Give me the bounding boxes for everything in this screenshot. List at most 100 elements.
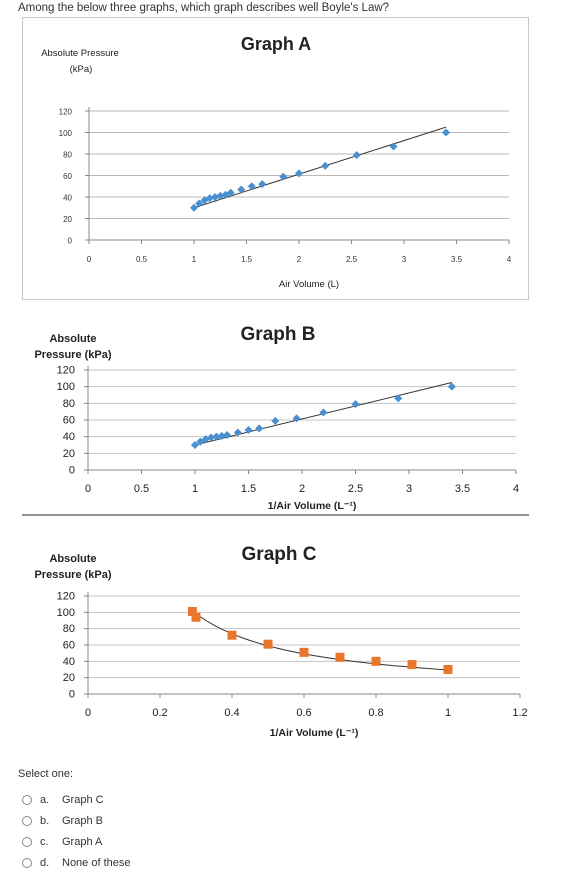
graph-b-data-point [319, 408, 328, 417]
graph-b-data-point [233, 428, 242, 437]
graph-b-xtick-label: 2 [299, 483, 305, 495]
question-text: Among the below three graphs, which grap… [18, 2, 390, 14]
graph-c-ytick-label: 60 [63, 640, 75, 652]
option-d-letter: d. [40, 856, 50, 869]
graph-b-data-point [223, 431, 232, 439]
option-d[interactable]: d. None of these [18, 852, 131, 873]
graph-a-xlabel: Air Volume (L) [279, 279, 339, 290]
graph-b-xtick-label: 2.5 [348, 483, 363, 495]
graph-a-data-point [258, 180, 267, 189]
graph-b-ytick-label: 120 [57, 365, 75, 377]
graph-b-title: Graph B [241, 324, 316, 345]
graph-c-ytick-label: 40 [63, 656, 75, 668]
graph-a-xtick-label: 0 [87, 255, 92, 264]
graph-a-ylabel-line-1: Absolute Pressure [41, 48, 119, 59]
graph-b-xtick-label: 0 [85, 483, 91, 495]
option-d-label: None of these [62, 856, 131, 869]
graph-c-xtick-label: 0.8 [368, 707, 383, 719]
option-a[interactable]: a. Graph C [18, 789, 131, 810]
graph-c-data-point [371, 656, 381, 666]
graph-b-xtick-label: 1.5 [241, 483, 256, 495]
graph-a-data-point [226, 188, 235, 197]
graph-b-data-point [292, 414, 301, 423]
graph-a-ytick-label: 100 [59, 129, 73, 138]
graph-b-ytick-label: 100 [57, 381, 75, 393]
graph-a-ytick-label: 40 [63, 194, 72, 203]
graph-a-trend-line [193, 126, 447, 209]
graph-a-ytick-label: 20 [63, 215, 72, 224]
graph-a-data-point [247, 182, 256, 191]
graph-c-xtick-label: 0 [85, 707, 91, 719]
graph-a-title: Graph A [241, 34, 311, 54]
graph-a-ytick-label: 60 [63, 172, 72, 181]
graph-a-xtick-label: 3 [402, 255, 407, 264]
graph-c-data-point [263, 639, 273, 649]
graph-b-xtick-label: 3.5 [455, 483, 470, 495]
graph-b-xtick-label: 3 [406, 483, 412, 495]
option-c-label: Graph A [62, 835, 103, 848]
graph-c-ytick-label: 100 [57, 607, 75, 619]
graph-c-data-point [335, 652, 345, 662]
graph-b-data-point [394, 394, 403, 403]
graph-b-data-point [255, 424, 264, 433]
graph-a-xtick-label: 1.5 [241, 255, 253, 264]
graph-a-xtick-label: 2 [297, 255, 302, 264]
graph-c-title: Graph C [242, 544, 317, 565]
graph-a-data-point [216, 191, 225, 200]
graph-c-data-point [191, 612, 201, 622]
graph-c-xtick-label: 0.6 [296, 707, 311, 719]
graph-c-ytick-label: 0 [69, 689, 75, 701]
graph-c-ytick-label: 20 [63, 672, 75, 684]
graph-a-data-point [205, 194, 214, 203]
graph-b-data-point [351, 400, 360, 409]
graph-a-data-point [211, 193, 219, 201]
option-a-label: Graph C [62, 793, 104, 806]
option-b-label: Graph B [62, 814, 103, 827]
graph-a-ytick-label: 0 [68, 237, 73, 246]
graph-c-data-point [187, 607, 197, 617]
graph-c-data-point [227, 630, 237, 640]
graph-b-ytick-label: 20 [63, 448, 75, 460]
graph-b-ytick-label: 80 [63, 398, 75, 410]
option-a-letter: a. [40, 793, 50, 806]
option-b-letter: b. [40, 814, 50, 827]
option-c[interactable]: c. Graph A [18, 831, 131, 852]
answer-options: Select one: a. Graph C b. Graph B c. Gra… [18, 768, 131, 873]
graph-b-data-point [212, 432, 221, 441]
select-one-prompt: Select one: [18, 768, 74, 780]
graph-a-xtick-label: 0.5 [136, 255, 148, 264]
graph-a-data-point [295, 169, 303, 178]
graph-b-data-point [447, 382, 456, 391]
graph-b-data-point [191, 441, 199, 449]
graph-b-ytick-label: 60 [63, 415, 75, 427]
graph-a-data-point [389, 142, 398, 151]
option-a-radio[interactable] [22, 794, 32, 805]
graph-c-xtick-label: 1.2 [512, 707, 527, 719]
option-b[interactable]: b. Graph B [18, 810, 131, 831]
option-c-radio[interactable] [22, 836, 32, 847]
graph-c-data-point [299, 647, 309, 657]
graph-c-xtick-label: 0.4 [224, 707, 239, 719]
graph-b-data-point [244, 426, 253, 434]
graph-b-ytick-label: 0 [69, 465, 75, 477]
graph-c-ytick-label: 80 [63, 623, 75, 635]
graph-a-data-point [195, 199, 204, 208]
graph-c-xlabel: 1/Air Volume (L⁻¹) [270, 727, 359, 739]
graph-a-data-point [352, 151, 361, 160]
graph-c-ylabel-line-1: Absolute [49, 553, 96, 565]
graph-c-data-point [407, 660, 417, 670]
graph-c-xtick-label: 0.2 [152, 707, 167, 719]
graph-b-xtick-label: 1 [192, 483, 198, 495]
graph-b-xlabel: 1/Air Volume (L⁻¹) [268, 500, 357, 512]
graph-a-data-point [321, 161, 330, 170]
graph-c-ylabel-line-2: Pressure (kPa) [34, 569, 111, 581]
option-c-letter: c. [40, 835, 49, 848]
graph-c-data-point [443, 665, 453, 674]
graph-b-data-point [217, 431, 226, 440]
option-b-radio[interactable] [22, 815, 32, 826]
graph-a-xtick-label: 2.5 [346, 255, 358, 264]
graph-a-xtick-label: 1 [192, 255, 197, 264]
graph-b-xtick-label: 0.5 [134, 483, 149, 495]
option-d-radio[interactable] [22, 857, 32, 868]
